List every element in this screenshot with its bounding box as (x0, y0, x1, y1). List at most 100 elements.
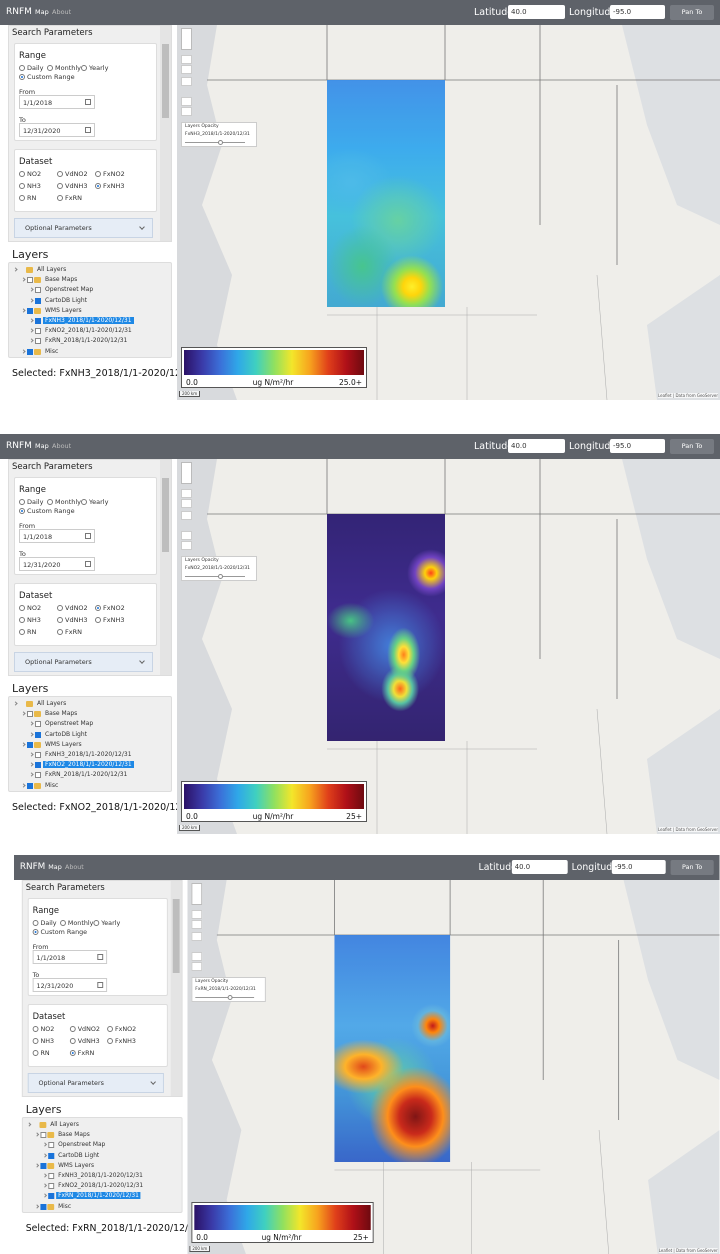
map-tool[interactable] (181, 489, 192, 498)
longitude-input[interactable]: -95.0 (610, 5, 665, 19)
radio[interactable] (57, 617, 63, 623)
date-input[interactable]: 1/1/2018 (19, 95, 95, 109)
radio[interactable] (32, 1050, 39, 1056)
checkbox[interactable] (35, 752, 41, 758)
checkbox[interactable] (48, 1183, 55, 1190)
checkbox[interactable] (27, 741, 33, 748)
date-input[interactable]: 1/1/2018 (32, 950, 108, 964)
brand[interactable]: RNFM (6, 441, 32, 451)
date-input[interactable]: 12/31/2020 (32, 978, 108, 992)
radio[interactable] (95, 605, 101, 611)
checkbox[interactable] (35, 287, 41, 294)
layer-label[interactable]: All Layers (37, 700, 67, 707)
map-tool[interactable] (181, 499, 192, 508)
radio[interactable] (47, 65, 53, 71)
layer-label[interactable]: Misc (45, 781, 59, 789)
layer-label[interactable]: Base Maps (45, 276, 78, 284)
radio[interactable] (19, 605, 25, 611)
radio[interactable] (32, 929, 39, 935)
checkbox[interactable] (48, 1142, 55, 1149)
map-tool[interactable] (191, 910, 203, 919)
checkbox[interactable] (48, 1152, 55, 1159)
radio[interactable] (69, 1050, 76, 1056)
radio[interactable] (69, 1038, 76, 1044)
radio[interactable] (19, 74, 25, 80)
radio[interactable] (95, 617, 101, 623)
layer-label[interactable]: FxNO2_2018/1/1-2020/12/31 (58, 1182, 144, 1190)
nav-link[interactable]: Map (35, 442, 49, 450)
layer-label[interactable]: Misc (58, 1202, 72, 1210)
radio[interactable] (19, 171, 25, 177)
checkbox[interactable] (27, 348, 33, 355)
layer-label[interactable]: FxRN_2018/1/1-2020/12/31 (56, 1192, 141, 1200)
checkbox[interactable] (35, 721, 41, 728)
radio[interactable] (57, 605, 63, 611)
optional-parameters[interactable]: Optional Parameters (27, 1073, 164, 1093)
radio[interactable] (32, 1026, 39, 1032)
opacity-slider[interactable] (185, 142, 245, 143)
layer-label[interactable]: Base Maps (45, 710, 78, 718)
radio[interactable] (19, 195, 25, 201)
layer-label[interactable]: CartoDB Light (45, 730, 87, 738)
checkbox[interactable] (35, 338, 41, 345)
checkbox[interactable] (27, 307, 33, 314)
radio[interactable] (95, 183, 101, 189)
brand[interactable]: RNFM (19, 862, 46, 872)
layer-label[interactable]: FxNH3_2018/1/1-2020/12/31 (45, 751, 132, 758)
map-tool[interactable] (191, 962, 203, 971)
layer-label[interactable]: CartoDB Light (58, 1151, 100, 1159)
radio[interactable] (57, 195, 63, 201)
layer-label[interactable]: FxNO2_2018/1/1-2020/12/31 (45, 327, 132, 335)
latitude-input[interactable]: 40.0 (508, 439, 565, 453)
radio[interactable] (95, 171, 101, 177)
slider-knob[interactable] (227, 995, 233, 1000)
layer-label[interactable]: Base Maps (58, 1131, 90, 1139)
layer-label[interactable]: CartoDB Light (45, 296, 87, 304)
nav-link[interactable]: Map (48, 863, 62, 871)
pan-button[interactable]: Pan To (670, 439, 714, 454)
latitude-input[interactable]: 40.0 (508, 5, 565, 19)
checkbox[interactable] (35, 318, 41, 324)
layer-label[interactable]: FxRN_2018/1/1-2020/12/31 (45, 337, 128, 345)
radio[interactable] (19, 499, 25, 505)
radio[interactable] (57, 171, 63, 177)
layer-label[interactable]: FxRN_2018/1/1-2020/12/31 (45, 771, 128, 779)
radio[interactable] (47, 499, 53, 505)
radio[interactable] (57, 183, 63, 189)
radio[interactable] (19, 183, 25, 189)
longitude-input[interactable]: -95.0 (610, 439, 665, 453)
brand[interactable]: RNFM (6, 7, 32, 17)
checkbox[interactable] (35, 762, 41, 769)
nav-link[interactable]: About (64, 863, 84, 871)
layer-label[interactable]: Openstreet Map (58, 1141, 106, 1149)
checkbox[interactable] (40, 1162, 47, 1169)
checkbox[interactable] (35, 297, 41, 304)
slider-knob[interactable] (218, 574, 223, 579)
map-tool[interactable] (181, 65, 192, 74)
layer-label[interactable]: All Layers (50, 1121, 79, 1128)
map-tool[interactable] (181, 77, 192, 86)
latitude-input[interactable]: 40.0 (511, 860, 568, 874)
radio[interactable] (32, 920, 39, 926)
radio[interactable] (19, 629, 25, 635)
pan-button[interactable]: Pan To (670, 860, 714, 875)
date-input[interactable]: 12/31/2020 (19, 557, 95, 571)
radio[interactable] (107, 1026, 113, 1032)
zoom-control[interactable] (191, 883, 203, 905)
optional-parameters[interactable]: Optional Parameters (14, 652, 153, 672)
map-tool[interactable] (191, 920, 203, 929)
checkbox[interactable] (48, 1193, 55, 1200)
map-tool[interactable] (181, 97, 192, 106)
radio[interactable] (60, 920, 66, 926)
map-tool[interactable] (181, 511, 192, 520)
map-tool[interactable] (181, 107, 192, 116)
zoom-control[interactable] (181, 462, 192, 484)
nav-link[interactable]: About (52, 8, 72, 16)
radio[interactable] (19, 508, 25, 514)
checkbox[interactable] (27, 277, 33, 284)
radio[interactable] (93, 920, 100, 926)
map-tool[interactable] (191, 952, 203, 961)
layer-label[interactable]: WMS Layers (45, 306, 82, 314)
date-input[interactable]: 1/1/2018 (19, 529, 95, 543)
checkbox[interactable] (40, 1203, 47, 1210)
